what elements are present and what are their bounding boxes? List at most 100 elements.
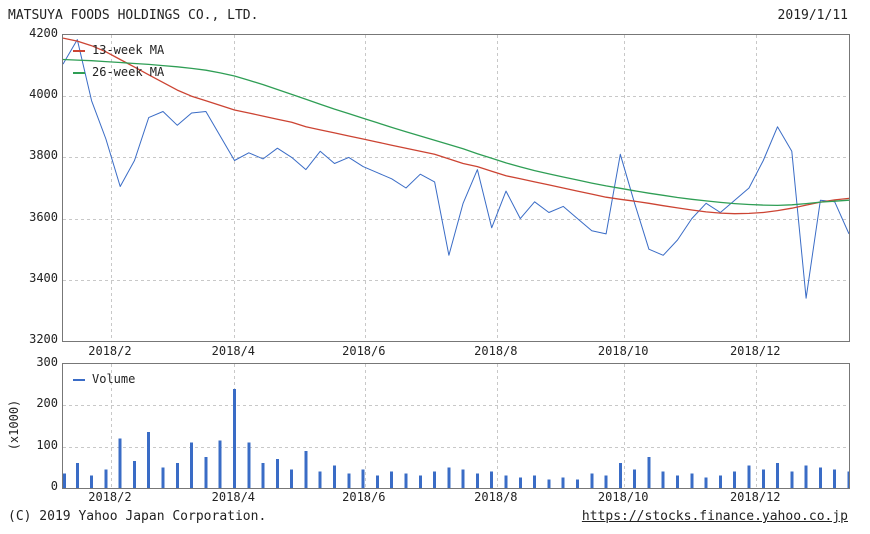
- volume-chart-legend: Volume: [73, 368, 135, 390]
- volume-bar: [361, 469, 365, 488]
- volume-unit-label: (x1000): [7, 399, 21, 451]
- volume-chart-plot-area: Volume: [62, 363, 850, 489]
- volume-bar: [576, 479, 579, 488]
- volume-bar: [761, 469, 765, 488]
- price-chart-legend: 13-week MA 26-week MA: [73, 39, 164, 83]
- copyright-text: (C) 2019 Yahoo Japan Corporation.: [8, 509, 267, 524]
- volume-bar: [104, 469, 108, 488]
- volume-y-tick-label: 200: [36, 396, 58, 411]
- volume-bar: [318, 471, 322, 488]
- volume-bar: [304, 450, 308, 488]
- volume-bar: [847, 471, 849, 488]
- volume-bar: [190, 442, 194, 488]
- volume-bar: [461, 469, 465, 488]
- volume-bar: [118, 438, 122, 488]
- legend-label-ma26: 26-week MA: [92, 65, 165, 79]
- chart-date: 2019/1/11: [777, 8, 848, 23]
- volume-bar: [204, 457, 208, 488]
- volume-bar: [690, 473, 694, 488]
- source-url-link[interactable]: https://stocks.finance.yahoo.co.jp: [581, 509, 848, 524]
- price-chart-plot-area: 13-week MA 26-week MA: [62, 34, 850, 342]
- legend-item-volume: Volume: [73, 368, 135, 390]
- volume-bar: [333, 465, 336, 488]
- legend-item-ma26: 26-week MA: [73, 61, 164, 83]
- price-x-tick-label: 2018/8: [474, 344, 518, 358]
- volume-bar: [504, 475, 508, 488]
- volume-bar: [647, 457, 651, 488]
- volume-bar: [776, 463, 779, 488]
- volume-marker-icon: [73, 378, 85, 381]
- price-y-tick-label: 3400: [29, 270, 58, 285]
- volume-bar: [404, 473, 408, 488]
- legend-label-volume: Volume: [92, 372, 136, 386]
- volume-bar: [733, 471, 737, 488]
- volume-bar: [147, 432, 151, 488]
- price-x-tick-label: 2018/2: [88, 344, 132, 358]
- volume-chart-svg: [63, 364, 849, 488]
- volume-bar: [75, 463, 79, 488]
- 26-week-ma-line: [63, 58, 849, 207]
- volume-bar: [418, 475, 422, 488]
- price-x-tick-label: 2018/12: [729, 344, 781, 358]
- volume-bar: [233, 388, 236, 488]
- volume-bar: [375, 475, 379, 488]
- volume-bar: [347, 473, 351, 488]
- volume-bar: [604, 475, 608, 488]
- price-x-tick-label: 2018/10: [597, 344, 649, 358]
- volume-y-tick-label: 0: [50, 479, 58, 493]
- ma13-line-marker-icon: [73, 49, 85, 52]
- volume-bar: [275, 459, 279, 488]
- volume-bar: [518, 477, 522, 488]
- volume-x-tick-label: 2018/2: [88, 490, 132, 504]
- volume-bar: [390, 471, 394, 488]
- legend-label-ma13: 13-week MA: [92, 43, 165, 57]
- volume-bar: [747, 465, 751, 488]
- volume-bar: [590, 473, 594, 488]
- volume-bar: [447, 467, 451, 488]
- volume-y-tick-label: 100: [36, 437, 58, 452]
- volume-x-tick-label: 2018/6: [342, 490, 386, 504]
- volume-bar: [63, 473, 66, 488]
- price-chart-svg: [63, 35, 849, 341]
- price-y-tick-label: 4200: [29, 26, 58, 40]
- volume-bar: [261, 463, 265, 488]
- price-y-tick-label: 3200: [29, 332, 58, 346]
- volume-bar: [718, 475, 722, 488]
- volume-bar: [818, 467, 822, 488]
- volume-bar: [561, 477, 565, 488]
- volume-bar: [161, 467, 165, 488]
- price-y-tick-label: 4000: [29, 87, 58, 102]
- volume-bar: [618, 463, 622, 488]
- price-x-tick-label: 2018/4: [211, 344, 256, 358]
- volume-bar: [218, 440, 222, 488]
- volume-x-tick-label: 2018/4: [211, 490, 256, 504]
- volume-bar: [704, 477, 708, 488]
- volume-bar: [475, 473, 479, 488]
- price-y-tick-label: 3800: [29, 148, 58, 163]
- volume-bar: [676, 475, 679, 488]
- volume-bar: [533, 475, 537, 488]
- volume-bar: [547, 479, 551, 488]
- legend-item-ma13: 13-week MA: [73, 39, 164, 61]
- volume-bar: [247, 442, 251, 488]
- volume-x-tick-label: 2018/12: [729, 490, 781, 504]
- volume-bar: [175, 463, 179, 488]
- volume-bar: [633, 469, 637, 488]
- volume-bar: [804, 465, 808, 488]
- price-x-tick-label: 2018/6: [342, 344, 386, 358]
- volume-bar: [90, 475, 94, 488]
- 13-week-ma-line: [63, 37, 849, 215]
- page-title: MATSUYA FOODS HOLDINGS CO., LTD.: [8, 8, 259, 23]
- ma26-line-marker-icon: [73, 71, 85, 74]
- volume-x-tick-label: 2018/8: [474, 490, 518, 504]
- volume-x-tick-label: 2018/10: [597, 490, 649, 504]
- price-y-tick-label: 3600: [29, 209, 58, 224]
- volume-bar: [433, 471, 437, 488]
- volume-bar: [133, 461, 136, 488]
- close-line: [63, 39, 849, 299]
- volume-bar: [490, 471, 494, 488]
- volume-bar: [290, 469, 294, 488]
- volume-bar: [790, 471, 794, 488]
- volume-bar: [833, 469, 837, 488]
